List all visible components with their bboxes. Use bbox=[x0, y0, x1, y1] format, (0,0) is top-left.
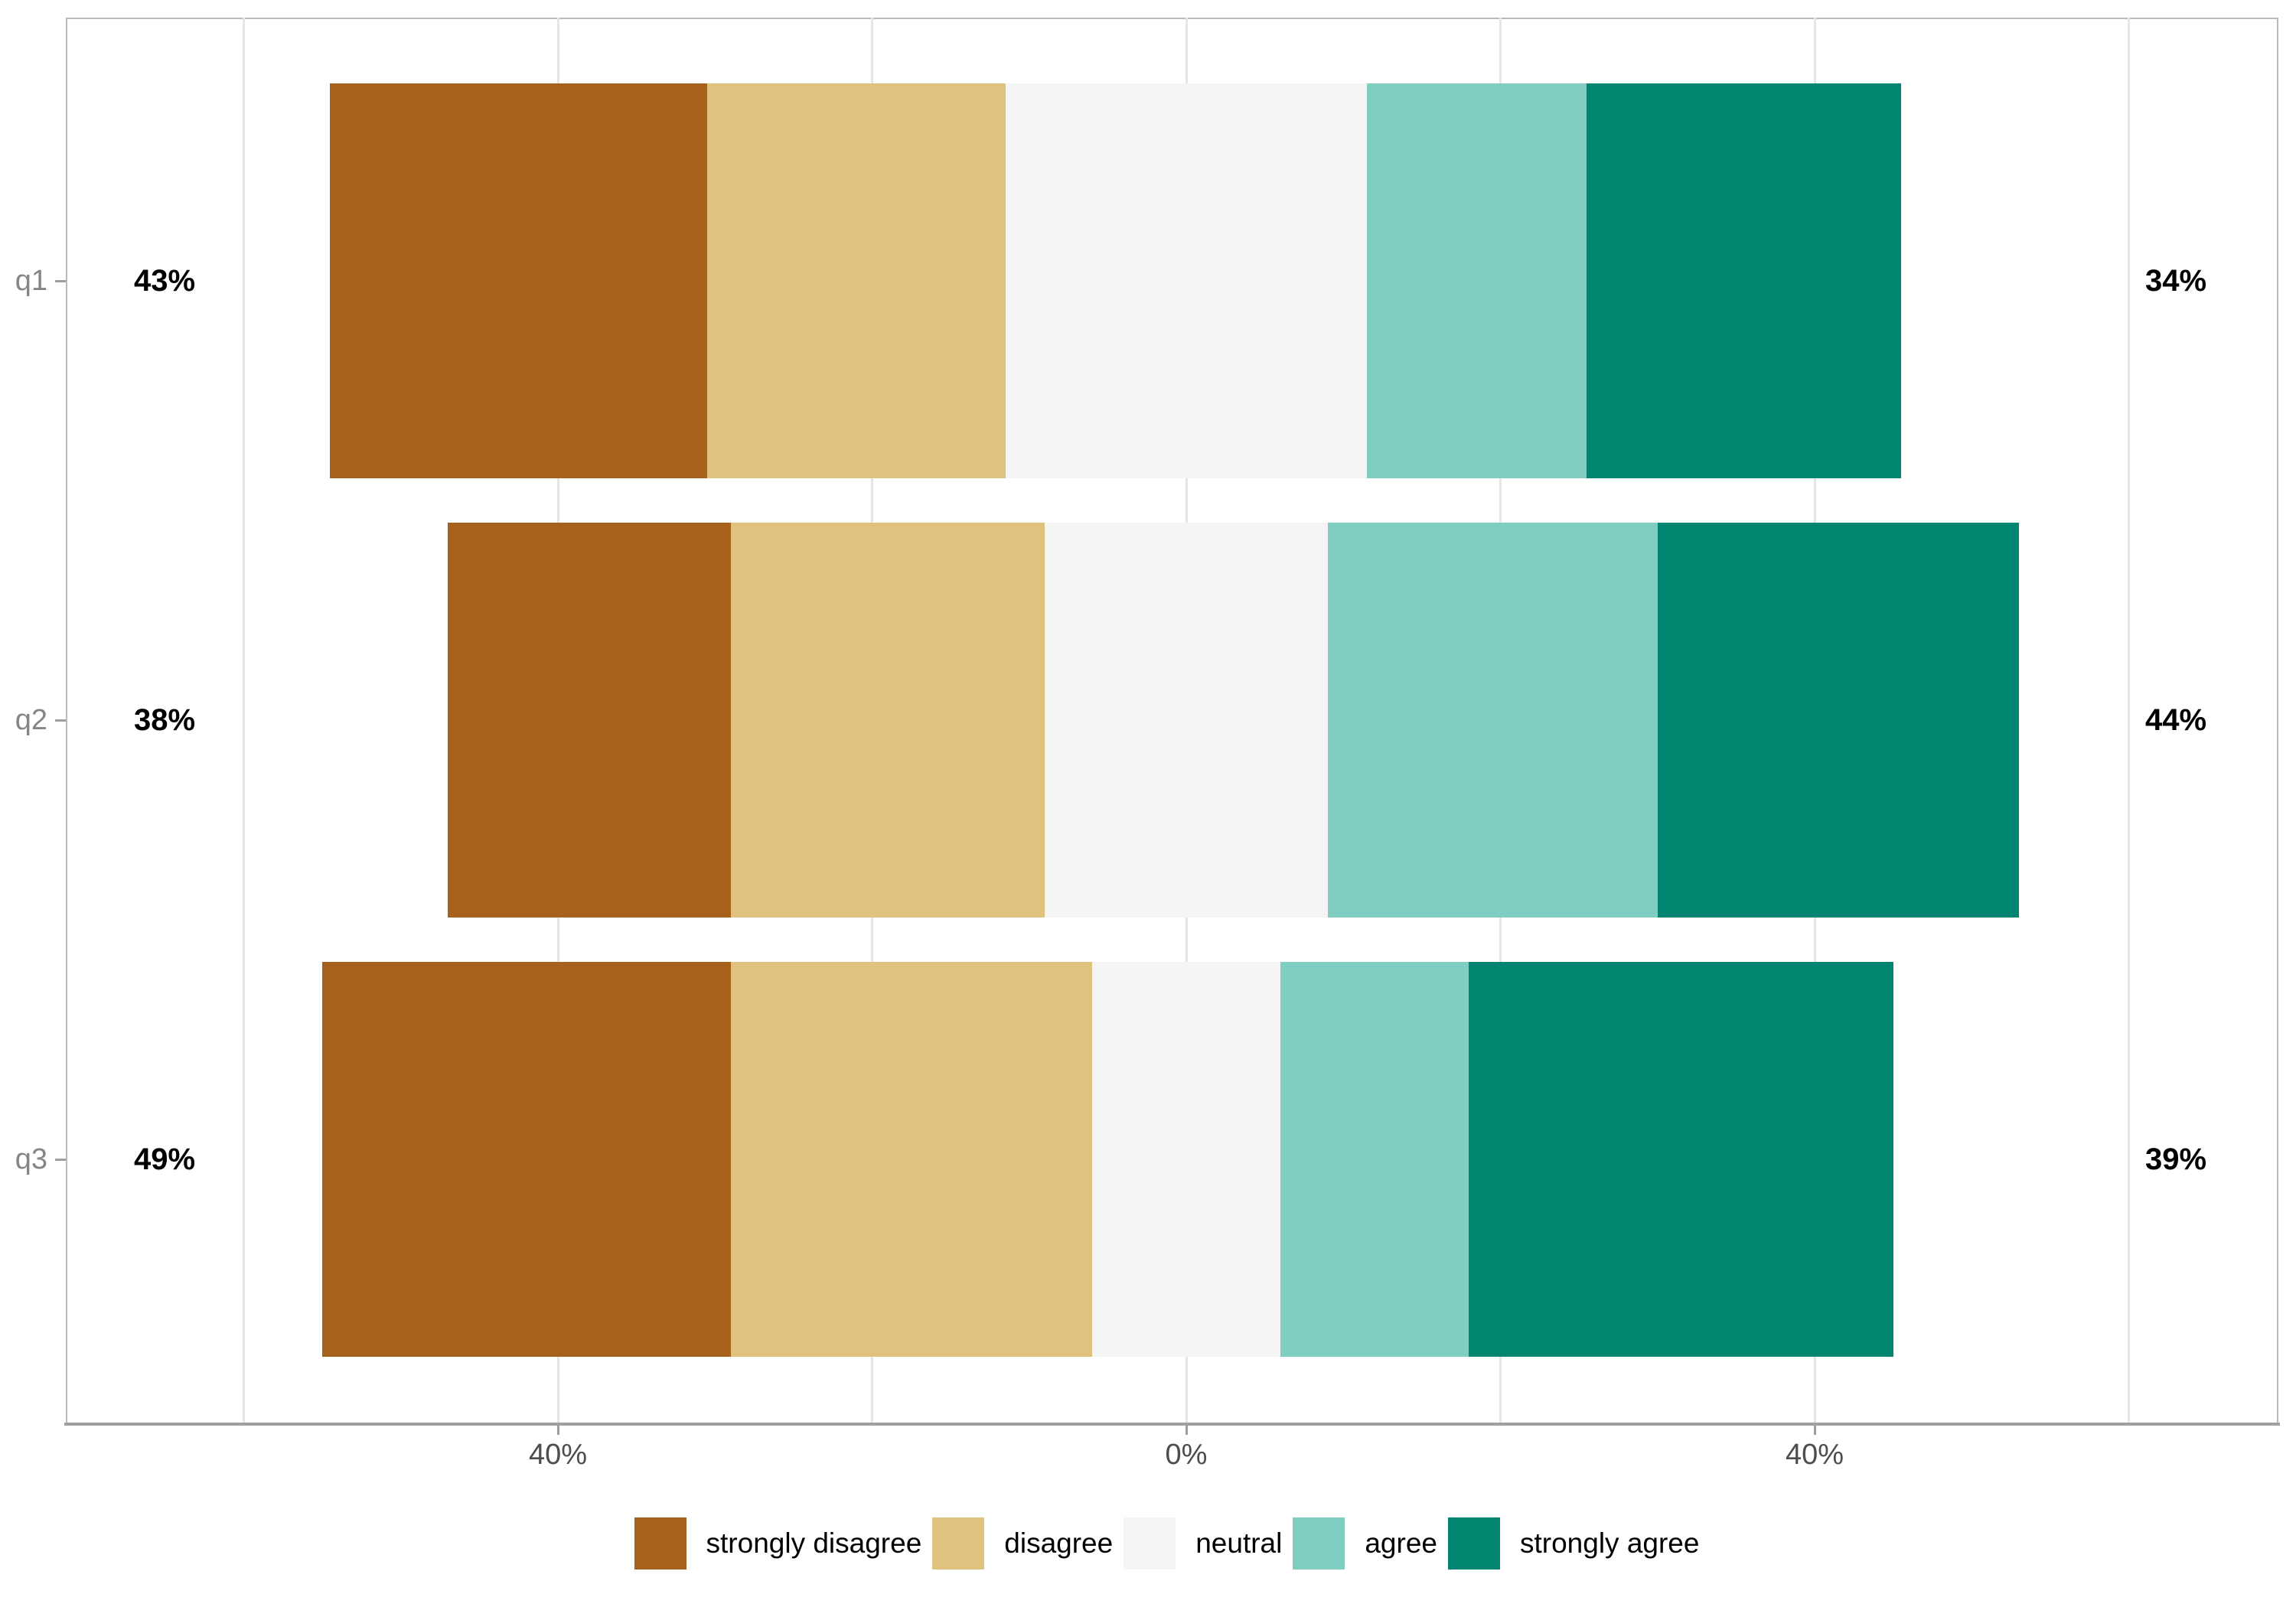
gridline bbox=[2128, 18, 2130, 1424]
legend-label: strongly agree bbox=[1520, 1527, 1700, 1559]
legend-label: disagree bbox=[1004, 1527, 1114, 1559]
x-tick bbox=[556, 1426, 559, 1435]
bar-q1-strongly-disagree bbox=[330, 83, 707, 478]
legend-item-strongly-disagree: strongly disagree bbox=[634, 1517, 933, 1570]
y-axis-label-q2: q2 bbox=[15, 704, 47, 736]
legend: strongly disagree disagree neutral agree str… bbox=[66, 1517, 2278, 1570]
bar-q2-strongly-disagree bbox=[448, 523, 731, 918]
right-total-q3: 39% bbox=[2144, 1143, 2207, 1176]
bar-q3-neutral bbox=[1091, 962, 1281, 1357]
legend-item-agree: agree bbox=[1293, 1517, 1448, 1570]
bar-q3-strongly-agree bbox=[1469, 962, 1893, 1357]
y-tick bbox=[55, 279, 66, 282]
bar-q2-strongly-agree bbox=[1657, 523, 2019, 918]
left-total-q1: 43% bbox=[133, 264, 196, 298]
x-tick-label: 40% bbox=[528, 1439, 588, 1471]
x-tick-label: 0% bbox=[1165, 1439, 1208, 1471]
legend-label: strongly disagree bbox=[706, 1527, 922, 1559]
bar-q3-strongly-disagree bbox=[322, 962, 731, 1357]
left-total-q3: 49% bbox=[133, 1143, 196, 1176]
gridline bbox=[243, 18, 245, 1424]
y-axis-label-q3: q3 bbox=[15, 1143, 47, 1175]
left-total-q2: 38% bbox=[133, 703, 196, 737]
legend-label: agree bbox=[1365, 1527, 1437, 1559]
legend-label: neutral bbox=[1195, 1527, 1283, 1559]
legend-swatch-disagree bbox=[932, 1517, 985, 1570]
legend-item-strongly-agree: strongly agree bbox=[1448, 1517, 1710, 1570]
bar-q2-neutral bbox=[1045, 523, 1328, 918]
x-tick-label: 40% bbox=[1785, 1439, 1844, 1471]
legend-swatch-neutral bbox=[1124, 1517, 1176, 1570]
legend-swatch-agree bbox=[1293, 1517, 1345, 1570]
y-axis-label-q1: q1 bbox=[15, 265, 47, 297]
bar-q1-agree bbox=[1367, 83, 1587, 478]
bar-q2-agree bbox=[1327, 523, 1658, 918]
x-tick bbox=[1813, 1426, 1816, 1435]
y-tick bbox=[55, 1158, 66, 1161]
bar-q2-disagree bbox=[730, 523, 1045, 918]
bar-q1-neutral bbox=[1005, 83, 1368, 478]
bar-q3-disagree bbox=[730, 962, 1092, 1357]
legend-item-disagree: disagree bbox=[932, 1517, 1124, 1570]
legend-swatch-strongly-disagree bbox=[634, 1517, 687, 1570]
y-tick bbox=[55, 719, 66, 722]
x-axis-line bbox=[64, 1423, 2280, 1426]
right-total-q1: 34% bbox=[2144, 264, 2207, 298]
x-tick bbox=[1185, 1426, 1188, 1435]
bar-q1-disagree bbox=[706, 83, 1006, 478]
bar-q3-agree bbox=[1280, 962, 1469, 1357]
right-total-q2: 44% bbox=[2144, 703, 2207, 737]
bar-q1-strongly-agree bbox=[1587, 83, 1901, 478]
legend-swatch-strongly-agree bbox=[1448, 1517, 1500, 1570]
legend-item-neutral: neutral bbox=[1124, 1517, 1293, 1570]
